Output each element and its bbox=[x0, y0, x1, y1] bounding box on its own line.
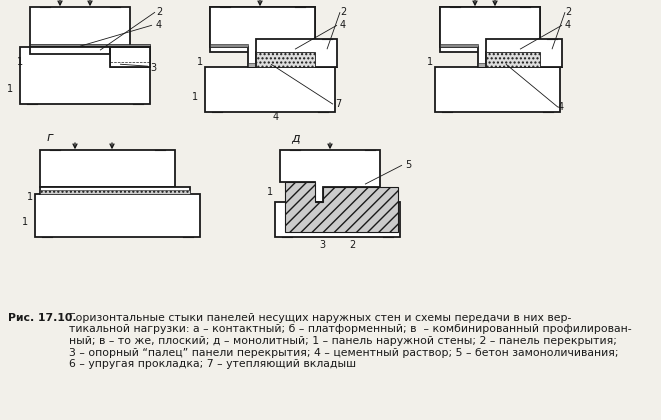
Polygon shape bbox=[248, 52, 337, 67]
Bar bbox=[40, 190, 190, 194]
Polygon shape bbox=[210, 7, 315, 67]
Bar bbox=[110, 47, 150, 67]
Bar bbox=[210, 44, 248, 47]
Text: 2: 2 bbox=[349, 240, 355, 250]
Bar bbox=[486, 39, 562, 67]
Bar bbox=[35, 194, 200, 237]
Bar bbox=[40, 187, 190, 194]
Text: 2: 2 bbox=[156, 7, 162, 17]
Bar bbox=[435, 67, 560, 112]
Polygon shape bbox=[440, 7, 540, 67]
Bar bbox=[275, 202, 400, 237]
Text: 1: 1 bbox=[17, 57, 23, 67]
Bar bbox=[110, 47, 150, 67]
Text: 2: 2 bbox=[565, 7, 571, 17]
Text: 1: 1 bbox=[267, 187, 273, 197]
Bar bbox=[440, 7, 540, 52]
Text: 4: 4 bbox=[565, 20, 571, 30]
Bar bbox=[40, 150, 175, 187]
Text: д: д bbox=[291, 131, 299, 144]
Text: 4: 4 bbox=[156, 20, 162, 30]
Bar bbox=[20, 47, 150, 104]
Bar bbox=[440, 44, 478, 47]
Text: 3: 3 bbox=[319, 240, 325, 250]
Text: 4: 4 bbox=[273, 112, 279, 122]
Polygon shape bbox=[285, 182, 398, 232]
Bar bbox=[478, 63, 540, 67]
Text: 7: 7 bbox=[335, 99, 341, 109]
Bar bbox=[30, 47, 110, 54]
Bar bbox=[256, 39, 337, 67]
Text: г: г bbox=[47, 131, 54, 144]
Text: Горизонтальные стыки панелей несущих наружных стен и схемы передачи в них вер-
т: Горизонтальные стыки панелей несущих нар… bbox=[69, 313, 632, 369]
Text: 4: 4 bbox=[340, 20, 346, 30]
Bar bbox=[210, 7, 315, 52]
Bar bbox=[205, 67, 335, 112]
Text: 1: 1 bbox=[427, 57, 433, 67]
Text: Рис. 17.10.: Рис. 17.10. bbox=[8, 313, 77, 323]
Text: 4: 4 bbox=[558, 102, 564, 112]
Polygon shape bbox=[280, 150, 380, 202]
Text: 5: 5 bbox=[405, 160, 411, 170]
Text: 1: 1 bbox=[27, 192, 33, 202]
Text: 1: 1 bbox=[7, 84, 13, 94]
Text: 1: 1 bbox=[22, 217, 28, 227]
Text: 1: 1 bbox=[197, 57, 203, 67]
Text: 1: 1 bbox=[192, 92, 198, 102]
Text: 3: 3 bbox=[150, 63, 156, 73]
Polygon shape bbox=[478, 52, 562, 67]
Bar bbox=[30, 7, 130, 47]
Bar bbox=[30, 44, 150, 47]
Text: 2: 2 bbox=[340, 7, 346, 17]
Bar bbox=[248, 63, 315, 67]
